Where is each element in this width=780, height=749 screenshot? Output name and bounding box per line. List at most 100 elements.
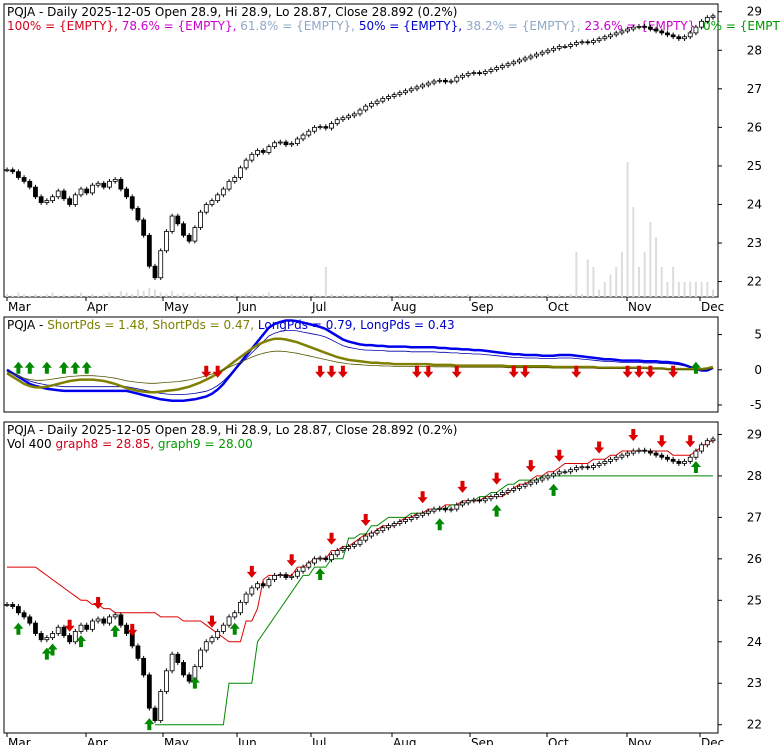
volume-bar <box>478 294 481 297</box>
volume-bar <box>176 294 179 297</box>
candle-body <box>596 38 602 42</box>
candle-body <box>556 471 562 475</box>
signal-down-arrow <box>645 365 656 378</box>
candle-body <box>368 103 374 107</box>
signal-down-arrow <box>423 365 434 378</box>
volume-bar <box>552 295 555 297</box>
x-tick-label: Aug <box>393 300 416 314</box>
signal-up-arrow <box>690 461 701 474</box>
legend-entry: graph9 = 28.00 <box>154 437 253 451</box>
volume-bar <box>472 295 475 297</box>
volume-bar <box>114 295 117 297</box>
candle-body <box>323 126 329 129</box>
candle-body <box>522 57 528 61</box>
volume-bar <box>421 294 424 297</box>
candle-body <box>169 653 175 672</box>
y-tick-label: 22 <box>747 718 762 732</box>
candle-body <box>50 196 55 202</box>
candle-body <box>511 61 517 65</box>
panel-short-long-pds: 5 0 -5 PQJA - ShortPds = 1.48, ShortPds = 0… <box>3 316 762 413</box>
candle-body <box>403 90 408 94</box>
volume-bar <box>694 282 697 297</box>
volume-bar <box>313 294 316 297</box>
volume-bar <box>546 294 549 297</box>
candle-body <box>226 616 232 626</box>
volume-bar <box>97 295 100 297</box>
candle-body <box>471 72 477 75</box>
candle-body <box>534 53 539 57</box>
candle-body <box>15 606 21 614</box>
candle-body <box>215 631 221 639</box>
volume-bar <box>6 294 8 297</box>
candle-body <box>608 458 613 462</box>
candle-body <box>38 196 44 203</box>
volume-bar <box>108 292 111 297</box>
candle-body <box>226 180 232 190</box>
candle-body <box>61 626 67 636</box>
signal-up-arrow <box>47 643 58 656</box>
volume-bar <box>376 294 379 297</box>
volume-bar <box>541 295 544 297</box>
volume-bar <box>592 267 595 297</box>
candle-body <box>232 177 238 182</box>
candle-body <box>585 466 591 469</box>
candle-body <box>300 566 306 572</box>
candle-body <box>562 471 568 474</box>
candle-body <box>146 234 152 267</box>
volume-bar <box>233 294 236 297</box>
candle-body <box>568 469 574 473</box>
y-tick-label: 27 <box>747 510 762 524</box>
volume-bar <box>34 294 37 297</box>
volume-bar <box>23 294 26 297</box>
candle-body <box>146 674 152 709</box>
signal-down-arrow <box>411 365 422 378</box>
candle-body <box>363 105 369 111</box>
volume-bar <box>649 222 652 297</box>
candle-body <box>556 46 562 49</box>
x-tick-label: Aug <box>393 736 416 745</box>
signal-down-arrow <box>594 441 605 454</box>
candle-body <box>454 76 460 82</box>
signal-down-arrow <box>633 365 644 378</box>
candle-body <box>124 624 129 634</box>
signal-down-arrow <box>337 365 348 378</box>
volume-bar <box>154 289 157 297</box>
volume-bar <box>393 295 396 297</box>
candle-body <box>112 614 118 618</box>
candle-body <box>55 626 61 634</box>
volume-bar <box>660 267 663 297</box>
candle-body <box>534 479 539 483</box>
volume-bar <box>62 294 65 297</box>
volume-bar <box>40 295 43 297</box>
signal-down-arrow <box>508 365 519 378</box>
volume-bar <box>507 295 510 297</box>
panel-volume-stops: 22 23 24 25 26 27 28 29 Mar Apr May Jun Jul Aug Sep Oct… <box>3 421 762 749</box>
volume-bar <box>125 292 128 297</box>
y-tick-label: 26 <box>747 120 762 134</box>
volume-bar <box>620 252 623 297</box>
candle-body <box>414 514 420 518</box>
candle-body <box>209 637 215 643</box>
candle-body <box>431 508 437 512</box>
chart-title: PQJA - Daily 2025-12-05 Open 28.9, Hi 28… <box>7 423 457 437</box>
signal-up-arrow <box>491 504 502 517</box>
volume-bar <box>415 295 418 297</box>
legend-entry: ShortPds = 1.48, <box>43 318 148 332</box>
candle-body <box>488 69 494 72</box>
candle-body <box>460 74 465 78</box>
candle-body <box>551 47 556 51</box>
volume-bar <box>370 295 373 297</box>
candle-body <box>380 98 386 102</box>
candle-body <box>135 645 141 659</box>
candle-body <box>272 575 277 580</box>
candle-body <box>243 159 249 169</box>
signal-down-arrow <box>212 365 223 378</box>
volume-bar <box>45 294 48 297</box>
y-tick-label: 26 <box>747 552 762 566</box>
candle-body <box>141 219 147 236</box>
volume-bar <box>273 295 276 297</box>
candle-body <box>653 452 659 456</box>
candle-body <box>78 188 84 196</box>
candle-body <box>573 42 579 45</box>
candle-body <box>215 194 221 202</box>
